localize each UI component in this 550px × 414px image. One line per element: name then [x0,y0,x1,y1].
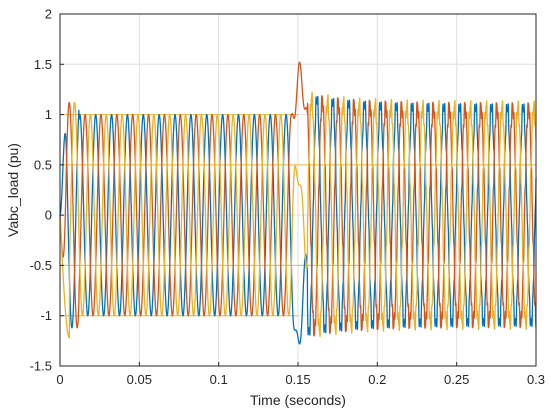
x-axis-ticks: 0 0.05 0.1 0.15 0.2 0.25 0.3 [56,362,545,387]
x-tick-label: 0.05 [127,372,152,387]
series-line-1 [59,95,537,345]
x-axis-label: Time (seconds) [250,392,346,408]
y-tick-label: 1.5 [34,57,52,72]
y-tick-label: 0.5 [34,157,52,172]
series-group [59,61,537,345]
x-tick-label: 0.1 [210,372,228,387]
y-tick-label: 0 [45,208,52,223]
x-tick-label: 0 [56,372,63,387]
x-tick-label: 0.15 [285,372,310,387]
x-tick-label: 0.2 [368,372,386,387]
x-tick-label: 0.3 [527,372,545,387]
series-line-2 [59,61,537,337]
y-tick-label: -1.5 [30,359,52,374]
reference-lines [60,114,536,317]
y-axis-ticks: -1.5 -1 -0.5 0 0.5 1 1.5 2 [30,7,64,374]
y-tick-label: 2 [45,7,52,22]
x-tick-label: 0.25 [444,372,469,387]
y-tick-label: -0.5 [30,258,52,273]
y-tick-label: 1 [45,107,52,122]
y-tick-label: -1 [40,308,52,323]
y-axis-label: Vabc_load (pu) [5,143,21,237]
series-line-3 [59,91,537,339]
